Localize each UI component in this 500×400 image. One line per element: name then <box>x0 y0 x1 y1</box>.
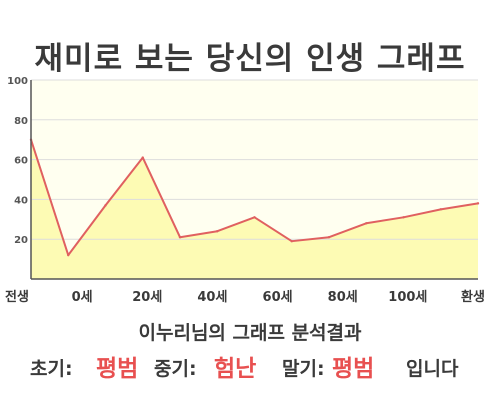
early-value: 평범 <box>96 356 139 382</box>
x-tick-label-0: 전생 <box>5 289 29 305</box>
early-label: 초기: <box>30 358 73 380</box>
x-tick-label-4: 60세 <box>263 290 293 305</box>
late-value: 평범 <box>332 356 375 382</box>
data-point-1 <box>67 253 70 257</box>
y-tick-label-100: 100 <box>7 76 28 87</box>
x-tick-label-3: 40세 <box>197 290 227 305</box>
area-fill <box>31 139 478 279</box>
page-title: 재미로 보는 당신의 인생 그래프 <box>34 41 466 77</box>
x-tick-label-5: 80세 <box>328 290 358 305</box>
data-point-12 <box>476 202 480 205</box>
y-tick-label-20: 20 <box>14 235 28 246</box>
x-tick-label-2: 20세 <box>132 290 162 305</box>
data-point-7 <box>290 239 293 243</box>
data-point-2 <box>104 204 107 207</box>
data-point-10 <box>402 216 405 219</box>
y-tick-label-80: 80 <box>14 116 28 127</box>
late-label: 말기: <box>282 358 325 380</box>
x-tick-label-7: 환생 <box>461 289 485 305</box>
data-point-6 <box>253 216 256 219</box>
x-tick-label-6: 100세 <box>388 290 427 305</box>
data-point-4 <box>178 236 182 239</box>
result-ending: 입니다 <box>406 358 459 380</box>
data-point-8 <box>327 236 331 239</box>
life-graph-chart: 20 40 60 80 100 전생 0세 20세 40세 60세 80세 100세 환생 <box>5 76 485 305</box>
y-tick-label-60: 60 <box>14 156 28 167</box>
data-point-9 <box>365 222 368 225</box>
x-tick-label-1: 0세 <box>72 290 93 305</box>
data-point-5 <box>216 230 219 233</box>
middle-value: 험난 <box>214 356 257 382</box>
analysis-result: 초기: 평범 중기: 험난 말기: 평범 입니다 <box>30 346 490 382</box>
y-tick-label-40: 40 <box>14 195 28 206</box>
data-point-11 <box>439 208 442 211</box>
analysis-subtitle: 이누리님의 그래프 분석결과 <box>138 322 362 344</box>
middle-label: 중기: <box>154 358 197 380</box>
data-point-3 <box>141 156 144 159</box>
